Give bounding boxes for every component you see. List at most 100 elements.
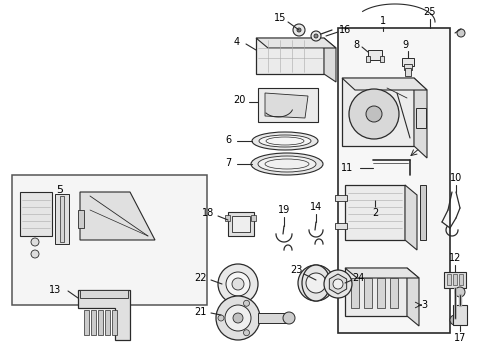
Bar: [80, 290, 128, 298]
Circle shape: [283, 312, 295, 324]
Text: 4: 4: [234, 37, 240, 47]
Bar: [251, 215, 256, 221]
Circle shape: [31, 238, 39, 246]
Circle shape: [216, 296, 260, 340]
Circle shape: [244, 300, 249, 306]
Bar: [366, 56, 370, 62]
Polygon shape: [324, 38, 336, 82]
Circle shape: [457, 29, 465, 37]
Circle shape: [314, 34, 318, 38]
Polygon shape: [405, 185, 417, 250]
Bar: [377, 278, 385, 308]
Bar: [338, 28, 450, 333]
Bar: [420, 185, 426, 240]
Polygon shape: [256, 38, 336, 48]
Bar: [55, 194, 69, 244]
Bar: [84, 310, 89, 335]
Bar: [12, 175, 207, 305]
Text: 19: 19: [278, 205, 290, 215]
Bar: [91, 310, 96, 335]
Circle shape: [232, 278, 244, 290]
Circle shape: [31, 250, 39, 258]
Bar: [256, 38, 324, 74]
Bar: [405, 68, 411, 76]
Bar: [225, 215, 230, 221]
Text: 7: 7: [225, 158, 231, 168]
Bar: [78, 210, 84, 228]
Text: 17: 17: [454, 333, 466, 343]
Polygon shape: [78, 290, 130, 340]
Circle shape: [218, 264, 258, 304]
Text: 15: 15: [274, 13, 286, 23]
Text: 23: 23: [290, 265, 302, 275]
Circle shape: [226, 272, 250, 296]
Text: 5: 5: [56, 185, 64, 195]
Bar: [342, 78, 414, 146]
Bar: [444, 272, 466, 288]
Polygon shape: [414, 78, 427, 158]
Polygon shape: [329, 274, 346, 294]
Bar: [345, 185, 405, 240]
Circle shape: [366, 106, 382, 122]
Bar: [351, 278, 359, 308]
Text: 22: 22: [194, 273, 206, 283]
Bar: [416, 108, 426, 128]
Text: 20: 20: [233, 95, 245, 105]
Polygon shape: [265, 93, 308, 118]
Polygon shape: [345, 268, 419, 278]
Bar: [20, 192, 52, 236]
Circle shape: [293, 24, 305, 36]
Bar: [364, 278, 372, 308]
Circle shape: [349, 89, 399, 139]
Bar: [459, 274, 463, 285]
Circle shape: [298, 265, 334, 301]
Text: 9: 9: [402, 40, 408, 50]
Text: 14: 14: [310, 202, 322, 212]
Bar: [335, 223, 347, 229]
Bar: [112, 310, 117, 335]
Text: 12: 12: [449, 253, 461, 263]
Bar: [453, 274, 457, 285]
Text: 10: 10: [450, 173, 462, 183]
Bar: [368, 50, 382, 60]
Bar: [232, 216, 250, 232]
Ellipse shape: [302, 265, 330, 301]
Bar: [258, 313, 286, 323]
Circle shape: [450, 315, 460, 325]
Text: 2: 2: [372, 208, 378, 218]
Text: 11: 11: [341, 163, 353, 173]
Text: 21: 21: [194, 307, 206, 317]
Circle shape: [311, 31, 321, 41]
Ellipse shape: [251, 153, 323, 175]
Bar: [404, 64, 412, 70]
Bar: [98, 310, 103, 335]
Polygon shape: [342, 78, 427, 90]
Bar: [380, 56, 384, 62]
Polygon shape: [80, 192, 155, 240]
Text: 16: 16: [339, 25, 351, 35]
Text: 25: 25: [424, 7, 436, 17]
Ellipse shape: [252, 132, 318, 150]
Text: 3: 3: [421, 300, 427, 310]
Circle shape: [455, 287, 465, 297]
Bar: [335, 195, 347, 201]
Text: 24: 24: [352, 273, 364, 283]
Circle shape: [244, 330, 249, 336]
Ellipse shape: [258, 156, 316, 172]
Bar: [60, 196, 64, 242]
Circle shape: [218, 315, 224, 321]
Polygon shape: [407, 268, 419, 326]
Circle shape: [233, 313, 243, 323]
Circle shape: [297, 28, 301, 32]
Circle shape: [225, 305, 251, 331]
Text: 1: 1: [380, 16, 386, 26]
Text: 18: 18: [202, 208, 214, 218]
Bar: [228, 212, 254, 236]
Bar: [345, 268, 407, 316]
Text: 8: 8: [353, 40, 359, 50]
Circle shape: [333, 279, 343, 289]
Text: 6: 6: [225, 135, 231, 145]
Circle shape: [306, 273, 326, 293]
Bar: [390, 278, 398, 308]
Circle shape: [324, 270, 352, 298]
